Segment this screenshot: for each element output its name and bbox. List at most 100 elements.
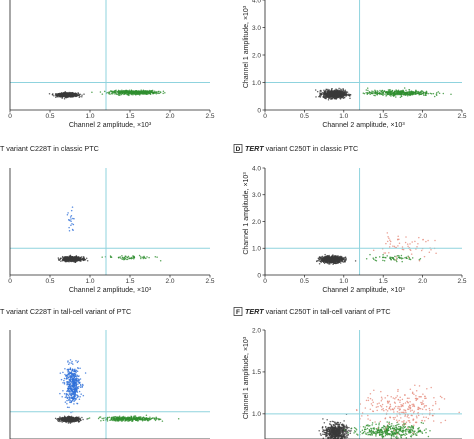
droplet-point (396, 260, 398, 263)
droplet-point (424, 94, 427, 96)
droplet-point (60, 417, 62, 420)
droplet-point (74, 417, 76, 419)
droplet-point (375, 256, 377, 259)
droplet-point (408, 89, 411, 91)
droplet-point (336, 96, 338, 99)
droplet-point (388, 237, 390, 239)
droplet-point (412, 91, 414, 94)
droplet-point (371, 92, 373, 95)
droplet-point (400, 90, 403, 92)
droplet-point (384, 256, 386, 259)
droplet-point (382, 91, 385, 94)
droplet-point (367, 89, 369, 92)
droplet-point (327, 89, 330, 92)
droplet-point (314, 89, 317, 91)
droplet-point (330, 90, 332, 92)
droplet-point (162, 92, 164, 95)
droplet-point (142, 89, 145, 92)
droplet-point (409, 243, 411, 245)
droplet-point (64, 93, 66, 95)
droplet-point (138, 254, 141, 257)
droplet-point (318, 95, 320, 98)
droplet-point (332, 95, 334, 97)
droplet-point (71, 419, 73, 422)
droplet-point (319, 260, 322, 263)
droplet-point (70, 220, 72, 222)
droplet-point (373, 258, 375, 261)
droplet-point (375, 260, 378, 262)
droplet-point (114, 93, 116, 95)
droplet-point (395, 96, 397, 98)
droplet-point (348, 94, 351, 97)
x-tick-label: 0 (8, 278, 12, 285)
droplet-point (389, 240, 392, 243)
droplet-point (416, 245, 418, 248)
droplet-point (409, 92, 411, 95)
droplet-point (339, 259, 341, 262)
droplet-point (368, 91, 371, 93)
droplet-point (393, 90, 396, 92)
droplet-point (57, 418, 59, 420)
droplet-point (400, 254, 403, 257)
x-tick-label: 0.5 (45, 278, 54, 285)
droplet-point (124, 255, 126, 257)
droplet-point (323, 256, 325, 259)
droplet-point (132, 93, 134, 96)
droplet-point (343, 92, 346, 95)
droplet-point (343, 96, 345, 99)
droplet-point (337, 257, 339, 259)
droplet-point (322, 93, 325, 96)
droplet-point (344, 94, 347, 97)
droplet-point (323, 95, 325, 97)
droplet-point (407, 256, 410, 259)
droplet-point (395, 91, 397, 93)
droplet-point (427, 239, 429, 242)
droplet-point (407, 91, 409, 93)
droplet-point (418, 236, 420, 239)
droplet-point (108, 92, 110, 94)
droplet-point (415, 92, 417, 95)
droplet-point (133, 93, 135, 95)
y-tick-label: 1.0 (252, 80, 261, 87)
droplet-point (61, 255, 64, 258)
droplet-point (417, 92, 420, 94)
x-axis-label: Channel 2 amplitude, ×10³ (69, 287, 152, 294)
droplet-point (391, 90, 393, 92)
droplet-point (396, 255, 399, 257)
droplet-point (66, 94, 69, 97)
droplet-point (70, 260, 72, 263)
droplet-point (331, 94, 333, 96)
droplet-point (399, 96, 402, 98)
droplet-point (88, 417, 91, 419)
droplet-point (405, 91, 408, 94)
droplet-point (341, 96, 343, 98)
droplet-point (340, 257, 343, 259)
droplet-point (405, 256, 408, 258)
droplet-point (342, 257, 344, 260)
droplet-point (327, 99, 330, 101)
droplet-point (126, 93, 128, 96)
droplet-point (61, 260, 64, 262)
droplet-point (65, 96, 68, 99)
droplet-point (134, 90, 136, 93)
droplet-point (398, 242, 401, 244)
droplet-point (79, 95, 81, 98)
droplet-point (404, 241, 407, 244)
droplet-point (109, 93, 111, 95)
x-axis-label: Channel 2 amplitude, ×10³ (69, 122, 152, 129)
droplet-point (339, 256, 342, 258)
droplet-point (141, 90, 143, 93)
droplet-point (123, 258, 125, 261)
droplet-point (77, 421, 80, 423)
droplet-point (70, 209, 73, 212)
droplet-point (380, 90, 383, 93)
x-tick-label: 2.5 (457, 278, 466, 285)
droplet-point (397, 235, 399, 237)
droplet-point (68, 258, 70, 261)
droplet-point (408, 258, 411, 260)
x-tick-label: 1.0 (85, 278, 94, 285)
droplet-cluster-channel2_positive (101, 254, 162, 262)
droplet-point (83, 93, 85, 95)
droplet-point (329, 257, 331, 259)
